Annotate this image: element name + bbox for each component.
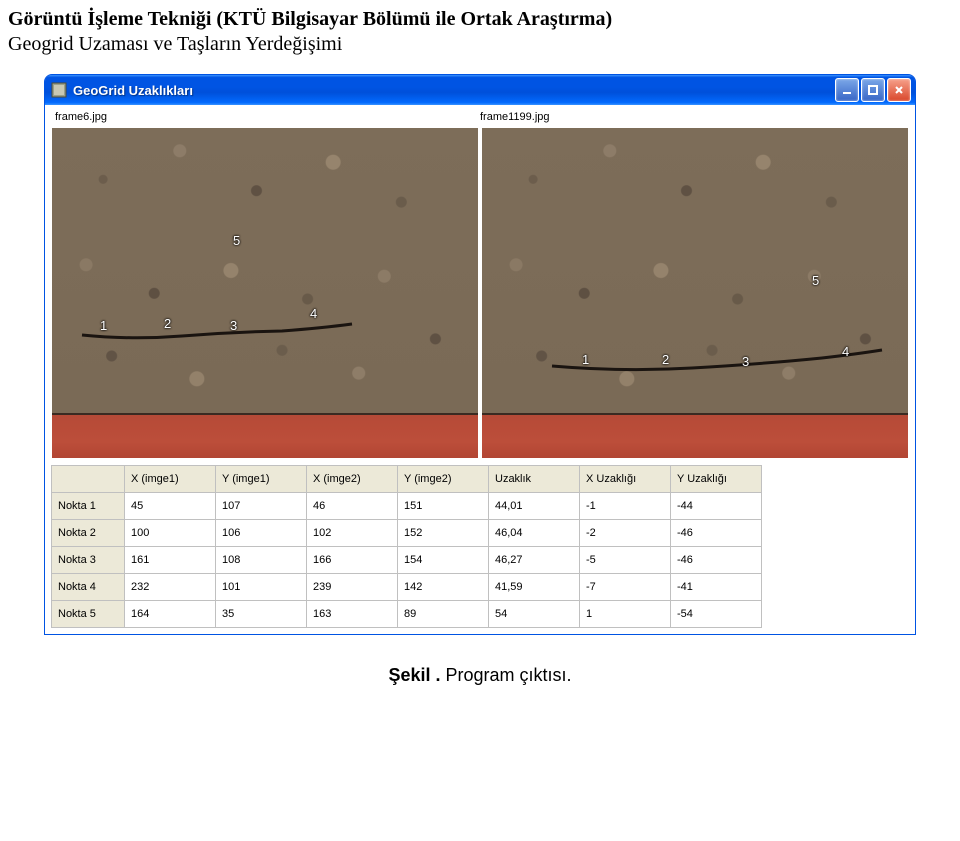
window-controls <box>835 78 911 102</box>
table-body: Nokta 1 45 107 46 151 44,01 -1 -44 Nokta… <box>52 493 762 628</box>
client-area: frame6.jpg frame1199.jpg 1 2 3 4 5 <box>45 105 915 634</box>
cell: 100 <box>125 520 216 547</box>
cell: 44,01 <box>489 493 580 520</box>
table-row[interactable]: Nokta 3 161 108 166 154 46,27 -5 -46 <box>52 547 762 574</box>
cell: 102 <box>307 520 398 547</box>
image-labels-row: frame6.jpg frame1199.jpg <box>49 109 911 127</box>
left-image-panel[interactable]: 1 2 3 4 5 <box>51 127 479 459</box>
cell: -1 <box>580 493 671 520</box>
app-window: GeoGrid Uzaklıkları frame6.jpg frame1199… <box>44 74 916 635</box>
col-header[interactable]: X (imge1) <box>125 466 216 493</box>
marker: 2 <box>164 316 171 331</box>
caption-label: Şekil . <box>388 665 440 685</box>
cell: 161 <box>125 547 216 574</box>
maximize-button[interactable] <box>861 78 885 102</box>
marker: 2 <box>662 352 669 367</box>
row-label: Nokta 1 <box>52 493 125 520</box>
window-title: GeoGrid Uzaklıkları <box>73 83 835 98</box>
row-label: Nokta 2 <box>52 520 125 547</box>
table-header-row: X (imge1) Y (imge1) X (imge2) Y (imge2) … <box>52 466 762 493</box>
table-row[interactable]: Nokta 2 100 106 102 152 46,04 -2 -46 <box>52 520 762 547</box>
cell: 164 <box>125 601 216 628</box>
cell: 46,27 <box>489 547 580 574</box>
cell: -5 <box>580 547 671 574</box>
right-image-filename: frame1199.jpg <box>480 111 905 123</box>
cell: 166 <box>307 547 398 574</box>
data-table[interactable]: X (imge1) Y (imge1) X (imge2) Y (imge2) … <box>51 465 762 628</box>
row-label: Nokta 4 <box>52 574 125 601</box>
titlebar[interactable]: GeoGrid Uzaklıkları <box>45 75 915 105</box>
cell: -7 <box>580 574 671 601</box>
page-heading: Görüntü İşleme Tekniği (KTÜ Bilgisayar B… <box>8 8 960 31</box>
cell: 101 <box>216 574 307 601</box>
col-header-blank[interactable] <box>52 466 125 493</box>
cell: -2 <box>580 520 671 547</box>
marker: 3 <box>742 354 749 369</box>
cell: 106 <box>216 520 307 547</box>
right-image-panel[interactable]: 1 2 3 4 5 <box>481 127 909 459</box>
data-table-wrap: X (imge1) Y (imge1) X (imge2) Y (imge2) … <box>49 465 911 630</box>
app-icon <box>51 82 67 98</box>
cell: 232 <box>125 574 216 601</box>
cell: 46,04 <box>489 520 580 547</box>
marker: 4 <box>310 306 317 321</box>
cell: 45 <box>125 493 216 520</box>
table-row[interactable]: Nokta 5 164 35 163 89 54 1 -54 <box>52 601 762 628</box>
cell: 107 <box>216 493 307 520</box>
marker: 5 <box>812 273 819 288</box>
cell: 46 <box>307 493 398 520</box>
cell: 163 <box>307 601 398 628</box>
cell: -54 <box>671 601 762 628</box>
marker: 3 <box>230 318 237 333</box>
cell: 108 <box>216 547 307 574</box>
cell: 89 <box>398 601 489 628</box>
cell: 152 <box>398 520 489 547</box>
marker: 5 <box>233 233 240 248</box>
col-header[interactable]: X (imge2) <box>307 466 398 493</box>
col-header[interactable]: Y Uzaklığı <box>671 466 762 493</box>
col-header[interactable]: Y (imge1) <box>216 466 307 493</box>
marker: 1 <box>582 352 589 367</box>
cell: 1 <box>580 601 671 628</box>
marker: 1 <box>100 318 107 333</box>
cell: -46 <box>671 547 762 574</box>
minimize-button[interactable] <box>835 78 859 102</box>
crack-line <box>52 128 479 458</box>
row-label: Nokta 3 <box>52 547 125 574</box>
cell: 142 <box>398 574 489 601</box>
row-label: Nokta 5 <box>52 601 125 628</box>
caption-text: Program çıktısı. <box>441 665 572 685</box>
cell: -41 <box>671 574 762 601</box>
col-header[interactable]: Y (imge2) <box>398 466 489 493</box>
images-row: 1 2 3 4 5 1 2 3 4 5 <box>49 127 911 459</box>
page-subheading: Geogrid Uzaması ve Taşların Yerdeğişimi <box>8 33 960 56</box>
left-image-filename: frame6.jpg <box>55 111 480 123</box>
table-row[interactable]: Nokta 1 45 107 46 151 44,01 -1 -44 <box>52 493 762 520</box>
cell: 151 <box>398 493 489 520</box>
cell: 35 <box>216 601 307 628</box>
col-header[interactable]: X Uzaklığı <box>580 466 671 493</box>
cell: -46 <box>671 520 762 547</box>
close-button[interactable] <box>887 78 911 102</box>
cell: 54 <box>489 601 580 628</box>
marker: 4 <box>842 344 849 359</box>
crack-line <box>482 128 909 458</box>
cell: 239 <box>307 574 398 601</box>
cell: 154 <box>398 547 489 574</box>
table-row[interactable]: Nokta 4 232 101 239 142 41,59 -7 -41 <box>52 574 762 601</box>
figure-caption: Şekil . Program çıktısı. <box>0 665 960 686</box>
cell: 41,59 <box>489 574 580 601</box>
col-header[interactable]: Uzaklık <box>489 466 580 493</box>
cell: -44 <box>671 493 762 520</box>
